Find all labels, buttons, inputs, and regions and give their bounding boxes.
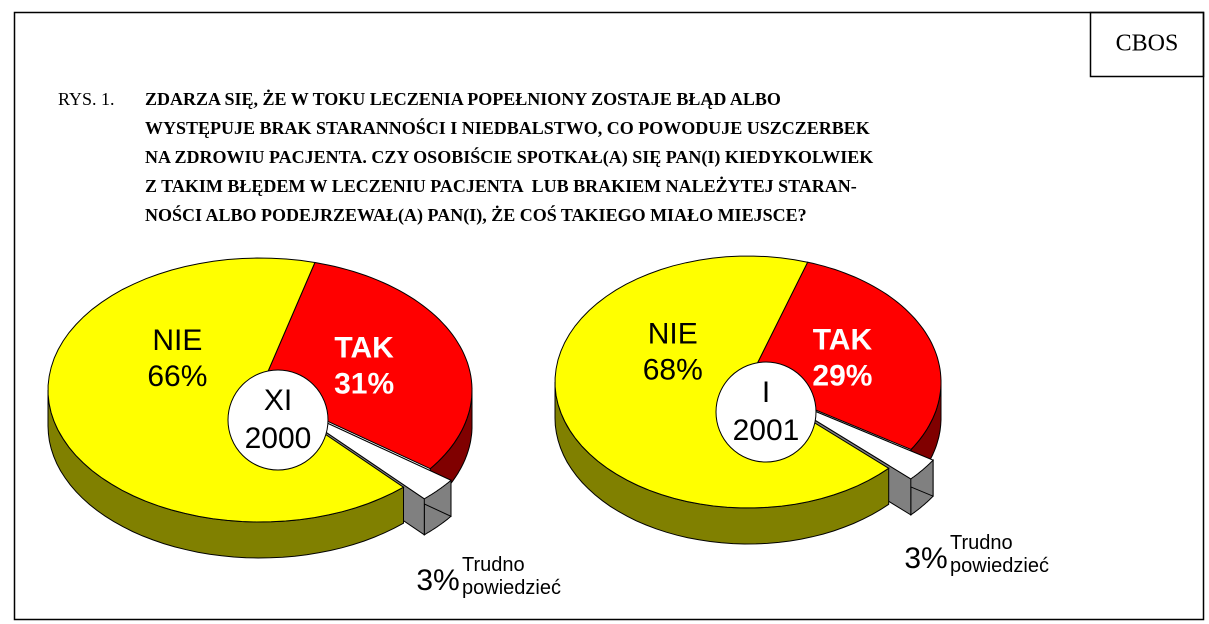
category-label: TAK — [334, 331, 394, 364]
center-circle — [715, 361, 817, 463]
category-label: NIE — [152, 324, 202, 357]
pie-slice — [259, 261, 473, 470]
title-line: ZDARZA SIĘ, ŻE W TOKU LECZENIA POPEŁNION… — [145, 89, 781, 109]
category-label: NIE — [648, 318, 698, 351]
title-line: NA ZDROWIU PACJENTA. CZY OSOBIŚCIE SPOTK… — [145, 147, 874, 167]
value-label: 3% — [904, 542, 947, 575]
pie-slice — [747, 261, 942, 451]
title-line: WYSTĘPUJE BRAK STARANNOŚCI I NIEDBALSTWO… — [145, 118, 870, 138]
value-label: 68% — [643, 354, 703, 387]
source-box — [1089, 11, 1205, 78]
center-label: 2000 — [245, 422, 312, 455]
frame — [13, 11, 1205, 621]
pie-slice — [554, 255, 890, 509]
figure-label: RYS. 1. — [58, 89, 115, 109]
category-label: TAK — [813, 324, 873, 357]
title-line: Z TAKIM BŁĘDEM W LECZENIU PACJENTA LUB B… — [145, 176, 857, 196]
title-line: NOŚCI ALBO PODEJRZEWAŁ(A) PAN(I), ŻE COŚ… — [145, 205, 807, 225]
category-label: Trudno powiedzieć — [462, 554, 561, 599]
center-label: 2001 — [733, 414, 800, 447]
category-label: Trudno powiedzieć — [950, 532, 1049, 577]
value-label: 3% — [416, 564, 459, 597]
value-label: 66% — [147, 360, 207, 393]
center-label: I — [762, 376, 770, 409]
center-label: XI — [264, 384, 292, 417]
source: CBOS — [1116, 31, 1179, 57]
pie-slice — [47, 257, 405, 523]
value-label: 31% — [334, 367, 394, 400]
pie-tops — [47, 257, 473, 523]
value-label: 29% — [812, 360, 872, 393]
center-circle — [227, 369, 329, 471]
